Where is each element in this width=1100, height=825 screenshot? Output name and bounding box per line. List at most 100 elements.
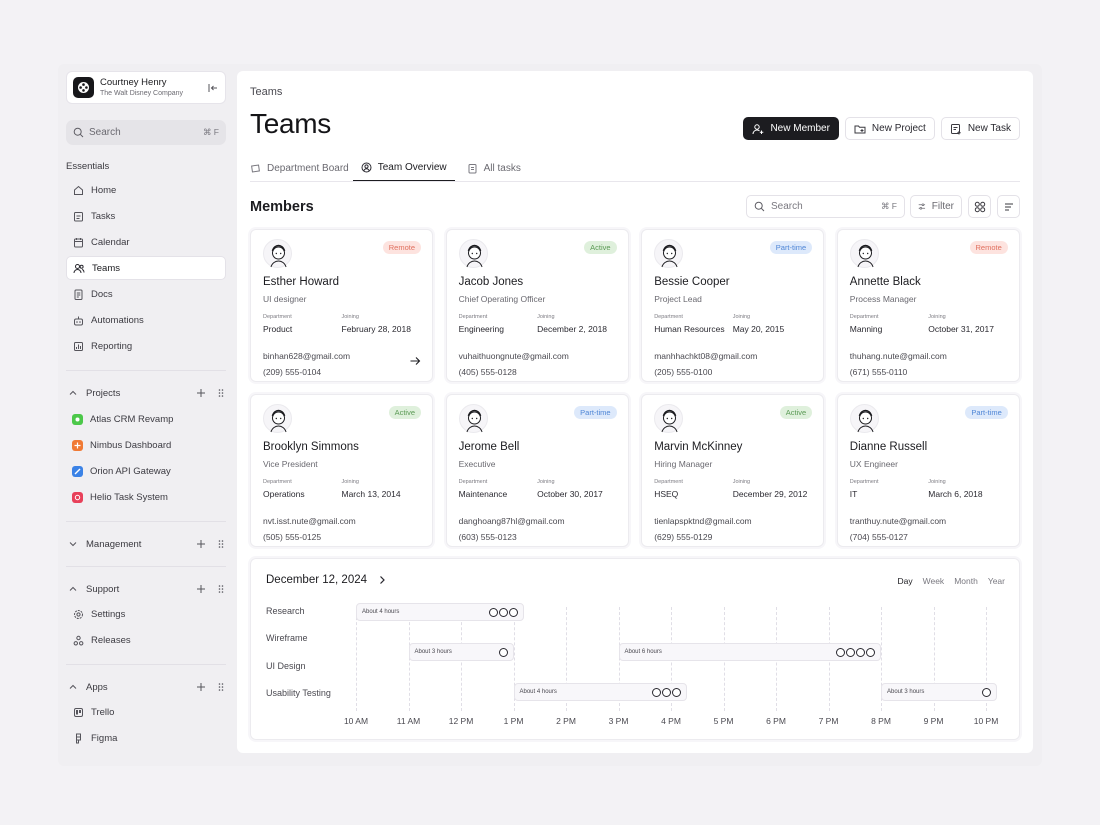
- member-email[interactable]: nvt.isst.nute@gmail.com: [263, 516, 356, 526]
- account-switcher[interactable]: Courtney Henry The Walt Disney Company: [66, 71, 226, 104]
- sidebar-project-atlas[interactable]: Atlas CRM Revamp: [66, 407, 226, 431]
- management-group-header[interactable]: Management: [66, 534, 226, 554]
- timeline-row-label: UI Design: [266, 661, 306, 671]
- member-phone[interactable]: (603) 555-0123: [458, 532, 517, 542]
- drag-handle-icon[interactable]: [216, 682, 226, 692]
- task-add-icon: [950, 123, 961, 134]
- member-card[interactable]: Remote Annette Black Process Manager Dep…: [836, 229, 1020, 382]
- filter-label: Filter: [931, 201, 954, 212]
- member-card[interactable]: Active Jacob Jones Chief Operating Offic…: [445, 229, 629, 382]
- status-badge: Part-time: [769, 241, 813, 254]
- member-email[interactable]: manhhachkt08@gmail.com: [654, 351, 758, 361]
- chevron-right-icon[interactable]: [377, 575, 387, 585]
- view-option-day[interactable]: Day: [897, 576, 913, 586]
- chevron-up-icon[interactable]: [68, 584, 78, 594]
- add-support-icon[interactable]: [196, 584, 206, 594]
- member-phone[interactable]: (405) 555-0128: [458, 367, 517, 377]
- member-email[interactable]: binhan628@gmail.com: [263, 351, 351, 361]
- filter-button[interactable]: Filter: [910, 195, 962, 218]
- arrow-right-icon[interactable]: [409, 355, 421, 367]
- drag-handle-icon[interactable]: [216, 584, 226, 594]
- member-card[interactable]: Part-time Bessie Cooper Project Lead Dep…: [641, 229, 825, 382]
- sidebar-project-helio[interactable]: Helio Task System: [66, 485, 226, 509]
- sidebar-item-docs[interactable]: Docs: [66, 282, 226, 306]
- sidebar-project-orion[interactable]: Orion API Gateway: [66, 459, 226, 483]
- member-phone[interactable]: (209) 555-0104: [263, 367, 322, 377]
- folder-add-icon: [854, 125, 866, 133]
- member-card[interactable]: Part-time Jerome Bell Executive Departme…: [445, 394, 629, 547]
- member-phone[interactable]: (205) 555-0100: [654, 367, 713, 377]
- sidebar-item-tasks[interactable]: Tasks: [66, 204, 226, 228]
- member-email[interactable]: tranthuy.nute@gmail.com: [849, 516, 947, 526]
- apps-group-header[interactable]: Apps: [66, 677, 226, 697]
- sidebar-item-settings[interactable]: Settings: [66, 602, 226, 626]
- member-card[interactable]: Active Brooklyn Simmons Vice President D…: [250, 394, 433, 547]
- member-phone[interactable]: (505) 555-0125: [263, 532, 322, 542]
- sidebar-item-trello[interactable]: Trello: [66, 700, 226, 724]
- breadcrumb[interactable]: Teams: [250, 86, 283, 98]
- reporting-icon: [72, 340, 84, 352]
- members-search-input[interactable]: Search ⌘ F: [746, 195, 905, 218]
- view-option-month[interactable]: Month: [954, 576, 978, 586]
- timeline-task-bar[interactable]: About 4 hours: [513, 683, 687, 701]
- timeline-task-bar[interactable]: About 3 hours: [881, 683, 997, 701]
- sidebar-item-calendar[interactable]: Calendar: [66, 230, 226, 254]
- sidebar-search[interactable]: Search ⌘ F: [66, 120, 226, 145]
- member-email[interactable]: vuhaithuongnute@gmail.com: [458, 351, 569, 361]
- hour-gridline: [566, 607, 567, 711]
- projects-group-header[interactable]: Projects: [66, 383, 226, 403]
- hour-label: 2 PM: [556, 716, 576, 726]
- add-project-icon[interactable]: [196, 388, 206, 398]
- sidebar-item-home[interactable]: Home: [66, 178, 226, 202]
- tab-department-board[interactable]: Department Board: [250, 155, 349, 181]
- schedule-date[interactable]: December 12, 2024: [266, 574, 387, 586]
- clipboard-icon: [468, 163, 477, 173]
- sidebar-item-teams[interactable]: Teams: [66, 256, 226, 280]
- support-group-header[interactable]: Support: [66, 579, 226, 599]
- status-badge: Part-time: [965, 406, 1008, 419]
- member-email[interactable]: tienlapspktnd@gmail.com: [654, 516, 752, 526]
- new-member-button[interactable]: New Member: [743, 117, 839, 140]
- drag-handle-icon[interactable]: [216, 539, 226, 549]
- hour-label: 4 PM: [661, 716, 681, 726]
- add-management-icon[interactable]: [196, 539, 206, 549]
- member-card[interactable]: Part-time Dianne Russell UX Engineer Dep…: [836, 394, 1020, 547]
- hour-label: 5 PM: [713, 716, 734, 726]
- member-card[interactable]: Active Marvin McKinney Hiring Manager De…: [641, 394, 825, 547]
- grid-view-button[interactable]: [968, 195, 991, 218]
- hour-label: 1 PM: [503, 716, 524, 726]
- member-phone[interactable]: (671) 555-0110: [849, 367, 908, 377]
- sidebar-item-automations[interactable]: Automations: [66, 308, 226, 332]
- joining-key: Joining: [732, 479, 751, 485]
- new-task-button[interactable]: New Task: [940, 117, 1020, 140]
- sidebar-item-label: Helio Task System: [90, 491, 168, 503]
- chevron-up-icon[interactable]: [68, 682, 78, 692]
- drag-handle-icon[interactable]: [216, 388, 226, 398]
- new-project-button[interactable]: New Project: [844, 117, 935, 140]
- tab-all-tasks[interactable]: All tasks: [467, 155, 521, 181]
- hour-label: 8 PM: [871, 716, 891, 726]
- member-phone[interactable]: (629) 555-0129: [654, 532, 713, 542]
- timeline-task-bar[interactable]: About 3 hours: [408, 643, 514, 661]
- view-option-year[interactable]: Year: [987, 576, 1005, 586]
- collapse-sidebar-icon[interactable]: [207, 82, 219, 94]
- member-email[interactable]: thuhang.nute@gmail.com: [849, 351, 947, 361]
- sidebar-item-releases[interactable]: Releases: [66, 628, 226, 652]
- chevron-up-icon[interactable]: [68, 388, 78, 398]
- avatar: [263, 404, 292, 433]
- member-email[interactable]: danghoang87hl@gmail.com: [458, 516, 565, 526]
- view-option-week[interactable]: Week: [922, 576, 945, 586]
- add-app-icon[interactable]: [196, 682, 206, 692]
- member-name: Dianne Russell: [849, 441, 928, 453]
- timeline-task-bar[interactable]: About 4 hours: [356, 603, 524, 621]
- chevron-down-icon[interactable]: [68, 539, 78, 549]
- sidebar-item-reporting[interactable]: Reporting: [66, 334, 226, 358]
- sidebar-item-figma[interactable]: Figma: [66, 726, 226, 750]
- timeline-task-bar[interactable]: About 6 hours: [618, 643, 881, 661]
- sort-button[interactable]: [997, 195, 1020, 218]
- tab-team-overview[interactable]: Team Overview: [352, 155, 455, 181]
- essentials-label: Essentials: [66, 161, 110, 172]
- member-phone[interactable]: (704) 555-0127: [849, 532, 908, 542]
- member-card[interactable]: Remote Esther Howard UI designer Departm…: [250, 229, 433, 382]
- sidebar-project-nimbus[interactable]: Nimbus Dashboard: [66, 433, 226, 457]
